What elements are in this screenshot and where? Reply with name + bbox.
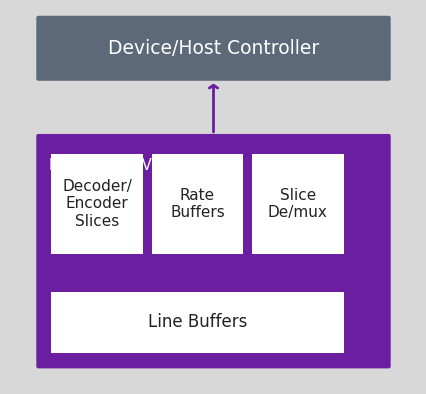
Text: Slice
De/mux: Slice De/mux: [267, 188, 327, 220]
FancyBboxPatch shape: [51, 154, 143, 254]
FancyBboxPatch shape: [251, 154, 343, 254]
Text: DesignWare VESA DSC IP: DesignWare VESA DSC IP: [49, 158, 233, 173]
FancyBboxPatch shape: [36, 134, 390, 368]
Text: Rate
Buffers: Rate Buffers: [170, 188, 225, 220]
Text: Decoder/
Encoder
Slices: Decoder/ Encoder Slices: [62, 179, 132, 229]
FancyBboxPatch shape: [151, 154, 243, 254]
Text: Line Buffers: Line Buffers: [147, 313, 247, 331]
Text: Device/Host Controller: Device/Host Controller: [108, 39, 318, 58]
FancyBboxPatch shape: [36, 16, 390, 81]
FancyBboxPatch shape: [51, 292, 343, 353]
